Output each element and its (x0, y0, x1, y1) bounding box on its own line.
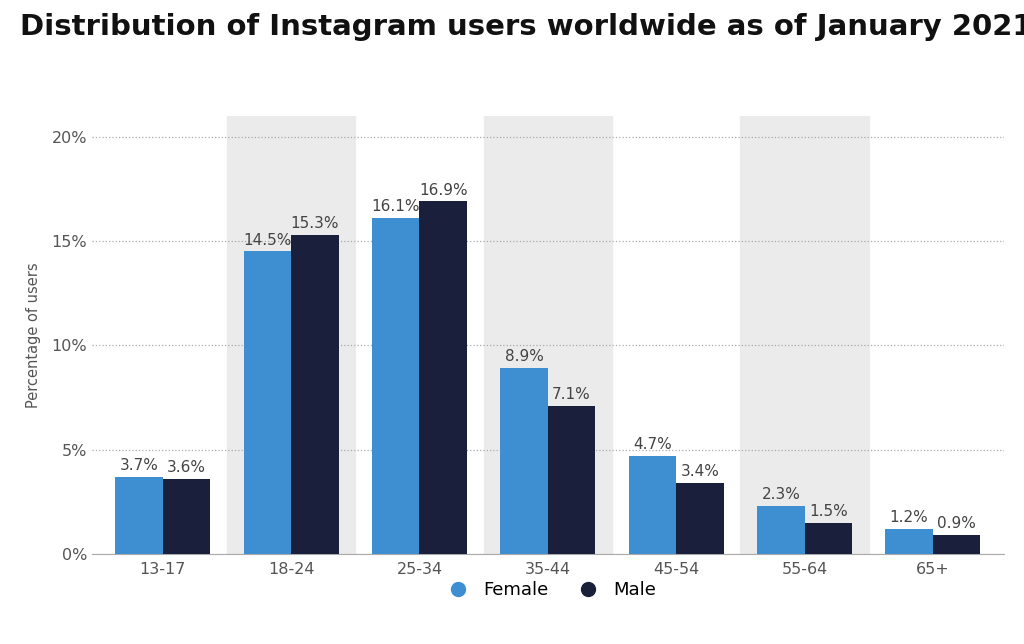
Bar (244, 251, 291, 554)
Bar (116, 477, 163, 554)
Bar (483, 116, 612, 554)
Text: 1.5%: 1.5% (809, 504, 848, 519)
Bar (757, 506, 805, 554)
Text: 0.9%: 0.9% (937, 516, 976, 531)
Legend: Female, Male: Female, Male (432, 574, 664, 606)
Text: 16.9%: 16.9% (419, 183, 468, 198)
Bar (227, 116, 355, 554)
Text: 7.1%: 7.1% (552, 387, 591, 402)
Bar (676, 483, 724, 554)
Bar (163, 478, 210, 554)
Text: 3.6%: 3.6% (167, 460, 206, 475)
Bar (372, 218, 420, 554)
Bar (548, 406, 595, 554)
Text: 8.9%: 8.9% (505, 350, 544, 365)
Bar (629, 456, 676, 554)
Bar (886, 529, 933, 554)
Bar (420, 202, 467, 554)
Text: 15.3%: 15.3% (291, 216, 339, 231)
Bar (805, 522, 852, 554)
Bar (933, 535, 980, 554)
Text: 3.7%: 3.7% (120, 458, 159, 473)
Bar (501, 368, 548, 554)
Bar (740, 116, 868, 554)
Text: Distribution of Instagram users worldwide as of January 2021: Distribution of Instagram users worldwid… (20, 13, 1024, 41)
Bar (291, 235, 339, 554)
Text: 4.7%: 4.7% (633, 437, 672, 452)
Text: 1.2%: 1.2% (890, 510, 929, 525)
Text: 16.1%: 16.1% (372, 200, 420, 214)
Text: 2.3%: 2.3% (762, 487, 800, 502)
Y-axis label: Percentage of users: Percentage of users (26, 262, 41, 408)
Text: 3.4%: 3.4% (681, 464, 720, 479)
Text: 14.5%: 14.5% (243, 232, 292, 248)
